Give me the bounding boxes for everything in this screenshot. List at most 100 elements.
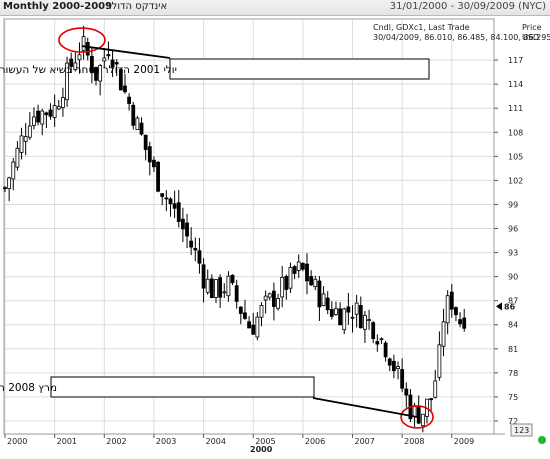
chart-title: Monthly 2000-2009: [3, 1, 113, 12]
candle-body: [276, 298, 280, 309]
candle-body: [416, 405, 421, 424]
x-axis-ticks: 2000 2001 2002 2003 2004 2005 2006 2007 2008 2009: [4, 434, 474, 446]
candle-body: [255, 316, 260, 338]
candle-body: [342, 308, 347, 331]
x-tick-label: 2005: [255, 437, 275, 446]
candle-body: [329, 308, 334, 317]
x-tick-label: 2000: [7, 437, 27, 446]
candle-body: [160, 193, 165, 197]
candle-body: [375, 341, 380, 345]
candle-body: [139, 122, 144, 135]
candle-body: [214, 279, 218, 298]
candle-body: [387, 358, 392, 366]
candle-body: [400, 369, 405, 389]
candle-body: [118, 69, 123, 91]
status-indicator-icon: [538, 436, 546, 444]
candle-body: [32, 116, 36, 126]
candle-body: [379, 338, 384, 341]
candle-body: [185, 222, 189, 237]
candle-body: [218, 277, 223, 298]
candle-body: [172, 203, 177, 209]
candle-body: [383, 342, 388, 358]
candle-body: [147, 146, 152, 163]
candle-body: [321, 293, 326, 306]
candle-body: [441, 321, 446, 347]
candle-body: [56, 106, 61, 110]
candle-body: [19, 135, 24, 153]
candle-body: [73, 62, 78, 71]
date-range: 31/01/2000 - 30/09/2009 (NYC): [389, 1, 546, 12]
candle-body: [156, 161, 160, 192]
candle-body: [36, 110, 40, 123]
candle-body: [404, 388, 409, 396]
candle-body: [189, 240, 194, 248]
candle-body: [15, 147, 20, 168]
candle-body: [313, 278, 318, 288]
candle-body: [61, 97, 65, 108]
candle-body: [94, 66, 98, 81]
candle-body: [44, 112, 49, 116]
x-tick-label: 2008: [404, 437, 424, 446]
candle-body: [317, 280, 322, 308]
candle-body: [48, 109, 53, 117]
candle-body: [3, 187, 7, 190]
peak-highlight-ellipse: [58, 27, 106, 53]
candle-body: [338, 308, 343, 326]
candle-body: [102, 57, 107, 62]
candle-body: [201, 264, 206, 289]
candle-body: [263, 295, 268, 301]
candle-body: [292, 266, 297, 274]
candle-body: [346, 306, 351, 313]
candle-body: [334, 308, 338, 315]
candle-body: [110, 59, 115, 68]
candle-body: [363, 314, 367, 330]
candle-body: [300, 263, 305, 270]
x-tick-label: 2003: [156, 437, 176, 446]
candle-body: [27, 125, 32, 138]
candle-body: [89, 56, 94, 74]
candle-body: [152, 159, 156, 168]
plot-area[interactable]: [3, 18, 495, 435]
candle-body: [65, 62, 69, 101]
candle-body: [106, 54, 111, 57]
candle-body: [234, 285, 239, 302]
last-price-label: 86: [504, 302, 516, 311]
candle-body: [197, 250, 202, 264]
candle-body: [251, 324, 256, 335]
legend-line-1: Cndl, GDXc1, Last Trade: [373, 23, 470, 32]
legend-line-2: 30/04/2009, 86.010, 86.485, 84.100, 86.2…: [373, 33, 550, 42]
candle-body: [176, 202, 181, 222]
candle-body: [437, 344, 442, 378]
candle-body: [85, 41, 90, 56]
y-tick-label: 93: [508, 249, 518, 258]
trough-highlight-ellipse: [400, 405, 434, 429]
last-price-arrow: [496, 302, 502, 311]
candle-body: [238, 306, 243, 314]
candle-body: [222, 291, 227, 294]
candle-body: [205, 278, 210, 293]
zoom-box[interactable]: [510, 423, 533, 437]
candle-body: [143, 134, 148, 150]
candle-body: [180, 218, 185, 230]
candle-body: [243, 312, 247, 319]
candle-body: [247, 321, 251, 329]
y-tick-label: 81: [508, 345, 518, 354]
candle-body: [296, 261, 301, 271]
x-tick-label: 2007: [355, 437, 375, 446]
candles: [3, 25, 467, 433]
candle-body: [445, 295, 450, 324]
candle-body: [396, 366, 400, 370]
x-tick-label: 2006: [305, 437, 325, 446]
zoom-box-label: 123: [514, 426, 529, 435]
y-tick-label: 111: [508, 104, 523, 113]
candle-body: [135, 117, 140, 131]
peak-annotation-text: יולי 2001 הדולר נסחר בשיא של העשור האחרו…: [0, 64, 177, 76]
trough-annotation-box: [50, 376, 315, 398]
candle-body: [164, 197, 169, 200]
candle-body: [209, 278, 214, 299]
candle-body: [284, 275, 289, 290]
y-tick-label: 108: [508, 128, 523, 137]
candle-body: [40, 110, 45, 125]
x-tick-label: 2002: [106, 437, 126, 446]
